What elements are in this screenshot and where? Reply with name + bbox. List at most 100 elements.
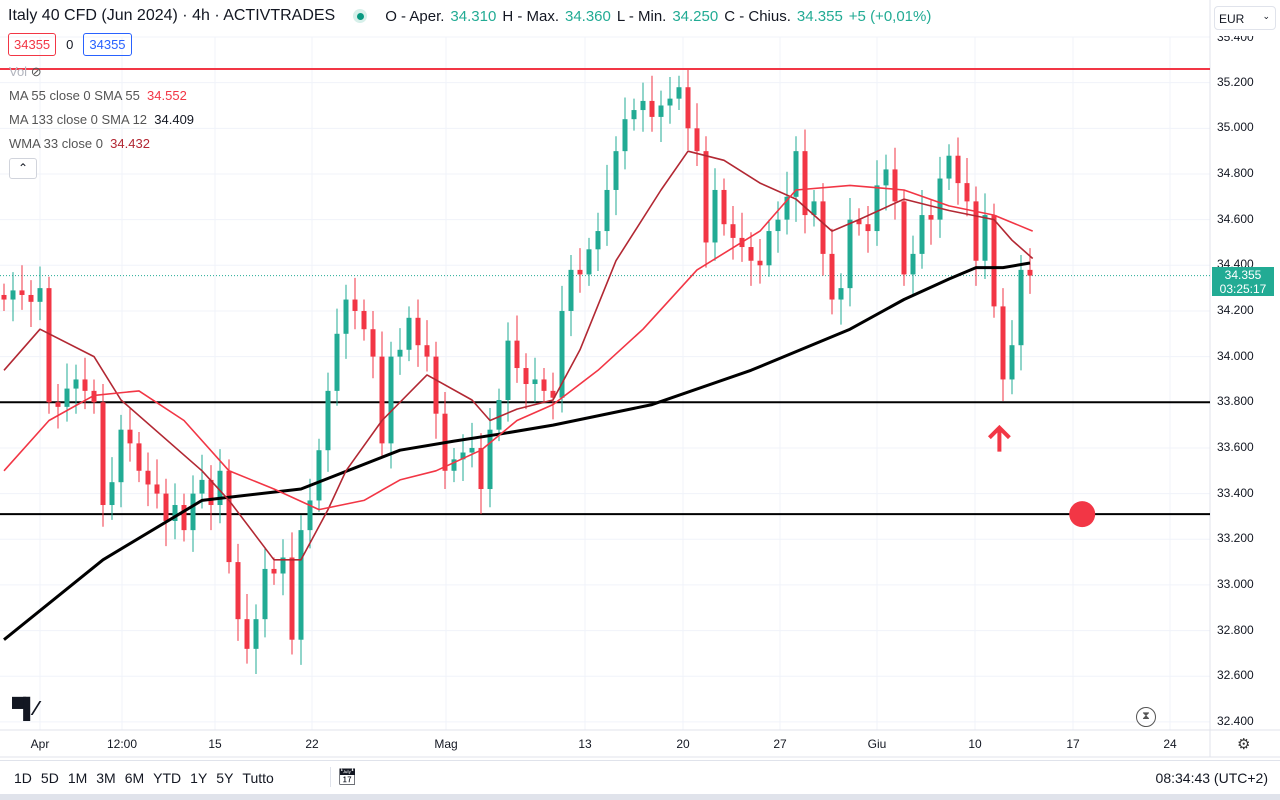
candle-body (586, 249, 592, 275)
candle-body (838, 288, 844, 300)
candle-body (217, 470, 223, 506)
volume-legend[interactable]: Vol ⊘ (9, 64, 42, 80)
range-button-1m[interactable]: 1M (67, 770, 88, 786)
candle-body (928, 215, 934, 220)
candle-body (577, 269, 583, 275)
candle-body (892, 169, 898, 202)
buy-button[interactable]: 34355 (83, 33, 132, 56)
current-price: 34.355 (1224, 268, 1262, 282)
candle-body (595, 231, 601, 250)
candle-body (253, 619, 259, 649)
range-button-1d[interactable]: 1D (14, 770, 32, 786)
candle-body (793, 151, 799, 197)
candle-body (991, 215, 997, 307)
candle-body (604, 189, 610, 232)
low-value: 34.250 (672, 7, 719, 25)
candle-body (154, 484, 160, 494)
indicator-value: 34.432 (110, 136, 150, 151)
candle-body (955, 155, 961, 184)
bottom-toolbar: 1D 5D 1M 3M 6M YTD 1Y 5Y Tutto 📅︎ 08:34:43 (UTC+… (0, 760, 1280, 794)
candle-body (478, 447, 484, 490)
candle-body (172, 505, 178, 521)
indicator-legend-ma55[interactable]: MA 55 close 0 SMA 55 34.552 (9, 88, 187, 103)
indicator-label: MA 133 close 0 SMA 12 (9, 112, 148, 127)
price-tick-label: 35.000 (1217, 120, 1254, 135)
candle-body (631, 110, 637, 120)
sell-button[interactable]: 34355 (8, 33, 57, 56)
candle-body (1000, 306, 1006, 380)
candle-body (379, 356, 385, 444)
price-tick-label: 35.200 (1217, 74, 1254, 89)
currency-value: EUR (1219, 12, 1245, 26)
candle-body (550, 390, 556, 398)
candle-body (316, 450, 322, 501)
time-tick-label: 12:00 (106, 737, 138, 751)
candle-body (496, 399, 502, 430)
candle-body (802, 151, 808, 216)
range-button-ytd[interactable]: YTD (153, 770, 182, 786)
price-tick-label: 34.000 (1217, 348, 1254, 363)
axis-settings-icon[interactable]: ⚙ (1237, 736, 1251, 753)
candle-body (55, 402, 61, 407)
candle-body (784, 196, 790, 220)
high-value: 34.360 (564, 7, 611, 25)
time-tick-label: 10 (968, 737, 982, 751)
range-button-3m[interactable]: 3M (96, 770, 116, 786)
currency-select[interactable]: EUR ⌄ (1214, 6, 1276, 30)
time-tick-label: 24 (1163, 737, 1177, 751)
candle-body (46, 288, 52, 403)
candle-body (136, 443, 142, 471)
hidden-eye-icon[interactable]: ⊘ (30, 64, 42, 79)
volume-label: Vol (9, 64, 28, 79)
candle-body (523, 368, 529, 385)
candle-body (820, 201, 826, 254)
bottom-strip (0, 794, 1280, 800)
candle-body (235, 562, 241, 620)
candle-body (694, 128, 700, 152)
candle-body (901, 201, 907, 275)
price-tick-label: 32.600 (1217, 668, 1254, 683)
high-label: H - Max. (502, 7, 559, 25)
candle-body (307, 500, 313, 531)
clock[interactable]: 08:34:43 (UTC+2) (1155, 770, 1268, 786)
candle-body (118, 429, 124, 483)
ma-line (3, 184, 1034, 511)
range-button-1y[interactable]: 1Y (190, 770, 208, 786)
range-button-5y[interactable]: 5Y (216, 770, 234, 786)
tradingview-logo[interactable]: ▀▌⁄ (12, 698, 38, 720)
candle-body (244, 619, 250, 649)
candle-body (262, 568, 268, 620)
replay-timer-icon[interactable]: ⧗ (1136, 707, 1156, 727)
range-button-6m[interactable]: 6M (124, 770, 145, 786)
candle-body (325, 390, 331, 451)
symbol-title[interactable]: Italy 40 CFD (Jun 2024) · 4h · ACTIVTRAD… (8, 7, 336, 24)
candle-body (82, 379, 88, 391)
date-range-icon[interactable]: 📅︎ (330, 767, 357, 787)
low-label: L - Min. (616, 7, 667, 25)
indicator-legend-ma133[interactable]: MA 133 close 0 SMA 12 34.409 (9, 112, 194, 127)
candle-body (721, 189, 727, 225)
candle-body (145, 470, 151, 485)
arrow-up-icon (987, 424, 1011, 452)
ma-line (3, 150, 1034, 561)
candle-body (667, 98, 673, 106)
time-tick-label: 15 (208, 737, 222, 751)
candle-body (811, 201, 817, 216)
candle-body (1027, 269, 1033, 276)
range-button-tutto[interactable]: Tutto (242, 770, 274, 786)
candle-body (343, 299, 349, 334)
chevron-down-icon: ⌄ (1262, 11, 1270, 21)
indicator-label: MA 55 close 0 SMA 55 (9, 88, 140, 103)
indicator-legend-wma33[interactable]: WMA 33 close 0 34.432 (9, 136, 150, 151)
candle-body (370, 329, 376, 357)
change-value: +5 (+0,01%) (848, 7, 932, 25)
candle-body (226, 470, 232, 563)
time-tick-label: Mag (434, 737, 458, 751)
candle-body (658, 105, 664, 117)
range-button-5d[interactable]: 5D (40, 770, 59, 786)
collapse-legend-button[interactable]: ⌃ (9, 158, 37, 179)
spread-value: 0 (66, 37, 74, 52)
candle-body (874, 185, 880, 232)
candle-body (127, 429, 133, 444)
